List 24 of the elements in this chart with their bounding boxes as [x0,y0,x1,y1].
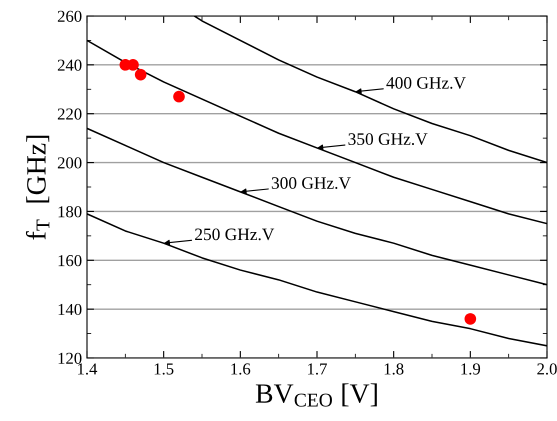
y-tick-label: 220 [58,108,82,120]
annotation: 400 GHz.V [386,77,466,89]
y-tick-label: 160 [58,254,82,266]
x-tick-label: 1.8 [384,363,404,375]
point [134,68,146,80]
y-tick-label: 140 [58,304,82,316]
y-axis-title: f$_{T}$ [GHz] [26,136,50,240]
point [173,90,185,102]
x-tick-label: 1.9 [461,363,480,375]
annotation: 250 GHz.V [195,228,274,240]
y-tick-label: 180 [58,206,82,218]
x-tick-label: 1.5 [154,363,174,375]
annotation: 300 GHz.V [272,177,351,189]
y-tick-label: 200 [58,157,82,169]
annotation: 350 GHz.V [348,133,428,146]
x-axis-title: BV$_{CEO}$ [V] [256,383,377,407]
y-tick-label: 240 [58,60,82,71]
y-tick-label: 120 [58,352,82,364]
point [464,313,476,325]
y-tick-label: 260 [58,10,82,22]
x-tick-label: 1.6 [231,363,250,375]
x-tick-label: 2.0 [537,363,557,375]
x-tick-label: 1.4 [78,363,98,375]
x-tick-label: 1.7 [308,363,327,375]
